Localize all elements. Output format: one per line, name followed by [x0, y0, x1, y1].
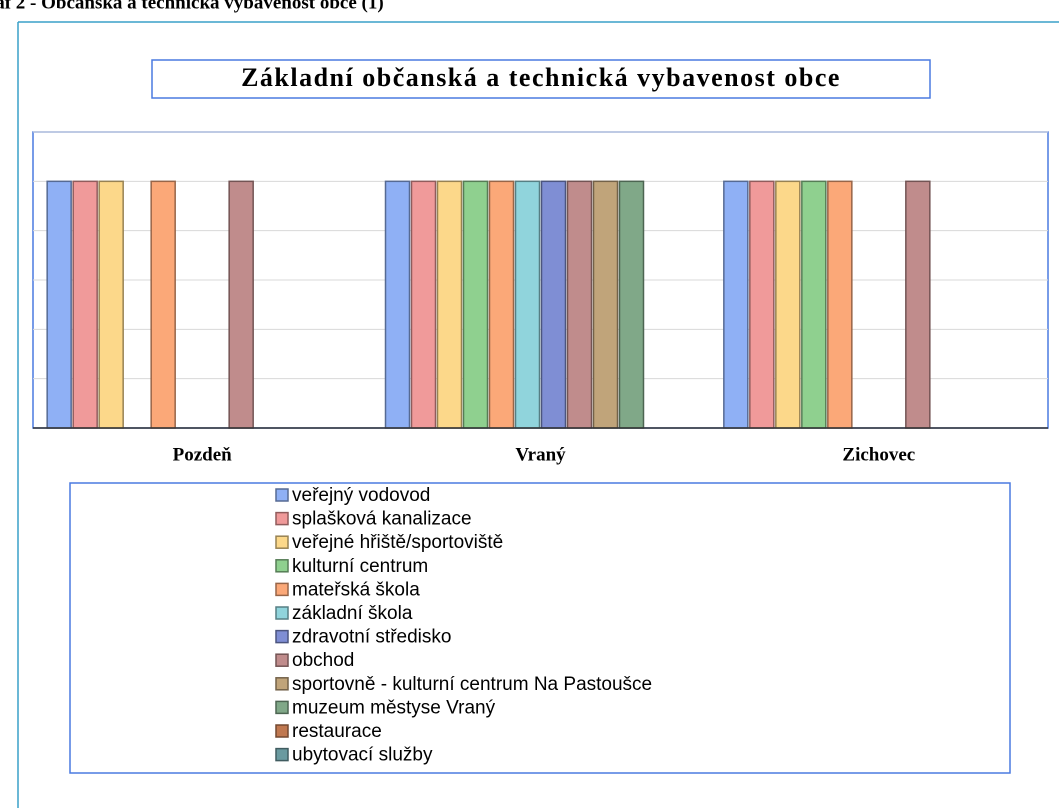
legend-label: obchod: [292, 650, 354, 671]
legend-swatch: [275, 488, 289, 502]
bar: [801, 180, 827, 429]
bar: [228, 180, 254, 429]
bar: [436, 180, 463, 429]
legend-label: splašková kanalizace: [292, 509, 472, 530]
legend-swatch: [275, 535, 289, 549]
legend-label: veřejný vodovod: [292, 485, 430, 506]
legend-swatch: [275, 700, 289, 715]
bar: [410, 180, 437, 429]
x-tick-label: Pozdeň: [173, 444, 233, 465]
legend-swatch: [275, 582, 289, 597]
bar: [723, 180, 749, 429]
legend-label: ubytovací služby: [292, 745, 433, 766]
bar: [592, 180, 619, 429]
legend-box: [69, 482, 1011, 774]
bar: [618, 180, 645, 429]
bar: [749, 180, 775, 429]
bar: [827, 180, 853, 429]
bar: [46, 180, 72, 429]
legend-swatch: [275, 747, 289, 762]
legend-label: sportovně - kulturní centrum Na Pastoušc…: [292, 674, 652, 695]
legend-label: základní škola: [292, 603, 413, 624]
bar: [566, 180, 593, 429]
title-box: [151, 59, 931, 99]
bar: [514, 180, 541, 429]
legend-label: kulturní centrum: [292, 556, 428, 577]
legend-label: veřejné hřiště/sportoviště: [292, 532, 503, 553]
legend-swatch: [275, 606, 289, 620]
legend-swatch: [275, 653, 289, 667]
bar: [384, 180, 411, 429]
bar: [775, 180, 801, 429]
x-tick-label: Vraný: [515, 444, 566, 465]
legend-swatch: [275, 677, 289, 691]
bar: [905, 180, 931, 429]
legend-label: muzeum městyse Vraný: [292, 697, 496, 718]
bar: [98, 180, 124, 429]
caption: Graf 2 - Občanská a technická vybavenost…: [0, 0, 384, 13]
legend-label: mateřská škola: [292, 579, 420, 600]
bar: [540, 180, 567, 429]
chart-title: Základní občanská a technická vybavenost…: [241, 63, 841, 92]
legend-swatch: [275, 724, 289, 738]
legend-swatch: [275, 629, 289, 644]
bar: [150, 180, 176, 429]
legend-label: zdravotní středisko: [292, 627, 451, 648]
bar: [72, 180, 98, 429]
legend-swatch: [275, 511, 289, 526]
legend-label: restaurace: [292, 721, 382, 742]
bar: [462, 180, 489, 429]
legend-swatch: [275, 559, 289, 573]
x-tick-label: Zichovec: [842, 444, 915, 465]
bar: [488, 180, 515, 429]
